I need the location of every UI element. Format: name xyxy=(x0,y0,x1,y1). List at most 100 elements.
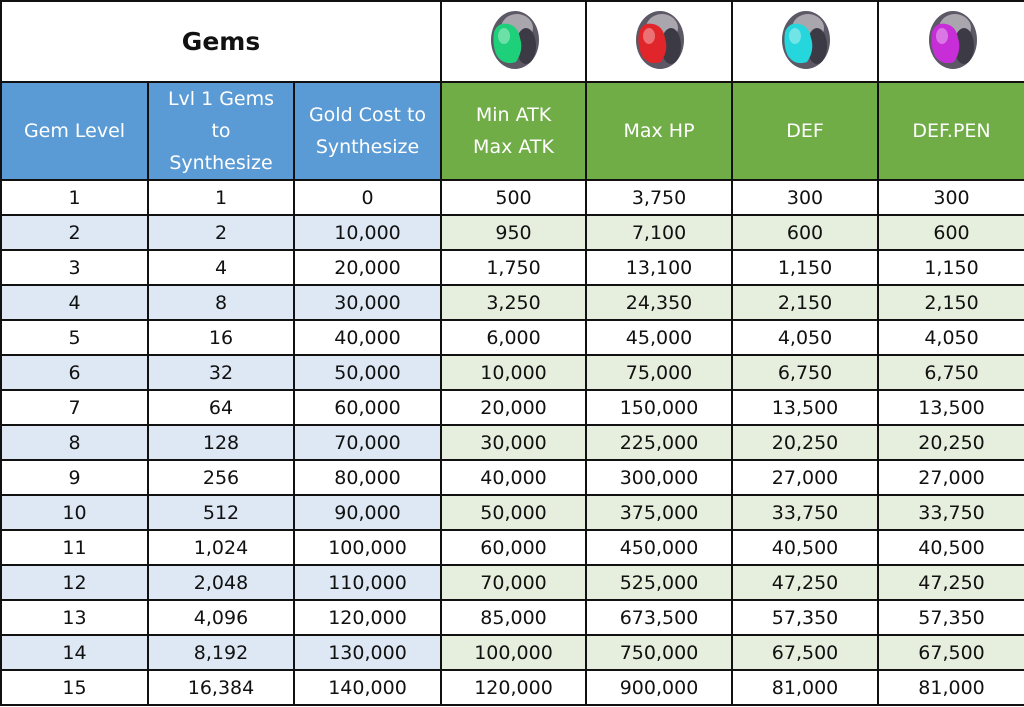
gem-image-cell xyxy=(440,0,588,83)
table-cell: 10,000 xyxy=(440,354,588,391)
column-header: Gem Level xyxy=(0,81,149,181)
column-header-line: DEF xyxy=(786,120,824,142)
table-cell: 150,000 xyxy=(585,389,734,426)
table-row: 10 512 90,000 50,000 375,000 33,750 33,750 xyxy=(0,494,1024,531)
table-row: 7 64 60,000 20,000 150,000 13,500 13,500 xyxy=(0,389,1024,426)
table-cell: 450,000 xyxy=(585,529,734,566)
column-header-line: Gold Cost to xyxy=(308,104,427,126)
table-cell: 13 xyxy=(0,599,149,636)
table-cell: 130,000 xyxy=(292,634,443,671)
table-cell: 47,250 xyxy=(731,564,880,601)
table-cell: 120,000 xyxy=(292,599,443,636)
table-cell: 57,350 xyxy=(877,599,1024,636)
table-cell: 4 xyxy=(147,249,295,286)
table-cell: 90,000 xyxy=(292,494,443,531)
table-row: 11 1,024 100,000 60,000 450,000 40,500 40,500 xyxy=(0,529,1024,566)
table-cell: 2,150 xyxy=(731,284,880,321)
table-cell: 6,750 xyxy=(731,354,880,391)
table-cell: 120,000 xyxy=(440,669,588,706)
table-cell: 4,096 xyxy=(147,599,295,636)
table-cell: 12 xyxy=(0,564,149,601)
table-row: 2 2 10,000 950 7,100 600 600 xyxy=(0,214,1024,251)
table-cell: 85,000 xyxy=(440,599,588,636)
table-cell: 64 xyxy=(147,389,295,426)
table-cell: 75,000 xyxy=(585,354,734,391)
column-header-line: DEF.PEN xyxy=(912,120,991,142)
column-header: Lvl 1 Gems to Synthesize xyxy=(147,81,295,181)
table-cell: 24,350 xyxy=(585,284,734,321)
table-cell: 15 xyxy=(0,669,149,706)
green-gem-icon xyxy=(490,11,539,69)
table-cell: 10,000 xyxy=(292,214,443,251)
column-header-line: Min ATK xyxy=(475,104,552,126)
table-cell: 20,000 xyxy=(292,249,443,286)
column-header: Gold Cost to Synthesize xyxy=(292,81,443,181)
table-cell: 70,000 xyxy=(292,424,443,461)
table-cell: 40,000 xyxy=(440,459,588,496)
table-cell: 7,100 xyxy=(585,214,734,251)
table-cell: 60,000 xyxy=(292,389,443,426)
table-cell: 110,000 xyxy=(292,564,443,601)
table-cell: 6 xyxy=(0,354,149,391)
table-cell: 81,000 xyxy=(877,669,1024,706)
table-cell: 80,000 xyxy=(292,459,443,496)
table-cell: 375,000 xyxy=(585,494,734,531)
table-cell: 3 xyxy=(0,249,149,286)
table-cell: 2 xyxy=(147,214,295,251)
table-row: 6 32 50,000 10,000 75,000 6,750 6,750 xyxy=(0,354,1024,391)
table-cell: 13,100 xyxy=(585,249,734,286)
table-cell: 2,048 xyxy=(147,564,295,601)
table-row: 1 1 0 500 3,750 300 300 xyxy=(0,179,1024,216)
table-cell: 16 xyxy=(147,319,295,356)
table-cell: 6,750 xyxy=(877,354,1024,391)
table-cell: 1 xyxy=(0,179,149,216)
column-header: DEF.PEN xyxy=(877,81,1024,181)
table-cell: 3,250 xyxy=(440,284,588,321)
table-row: 8 128 70,000 30,000 225,000 20,250 20,250 xyxy=(0,424,1024,461)
table-cell: 45,000 xyxy=(585,319,734,356)
table-cell: 20,000 xyxy=(440,389,588,426)
table-cell: 14 xyxy=(0,634,149,671)
table-cell: 100,000 xyxy=(292,529,443,566)
column-header-line: Lvl 1 Gems xyxy=(167,88,275,110)
table-cell: 8,192 xyxy=(147,634,295,671)
table-cell: 27,000 xyxy=(877,459,1024,496)
table-cell: 3,750 xyxy=(585,179,734,216)
table-row: 12 2,048 110,000 70,000 525,000 47,250 47,250 xyxy=(0,564,1024,601)
table-cell: 81,000 xyxy=(731,669,880,706)
table-cell: 2,150 xyxy=(877,284,1024,321)
table-cell: 13,500 xyxy=(731,389,880,426)
table-cell: 1,750 xyxy=(440,249,588,286)
table-cell: 60,000 xyxy=(440,529,588,566)
table-row: 5 16 40,000 6,000 45,000 4,050 4,050 xyxy=(0,319,1024,356)
table-cell: 40,500 xyxy=(877,529,1024,566)
table-cell: 600 xyxy=(877,214,1024,251)
table-cell: 57,350 xyxy=(731,599,880,636)
cyan-gem-icon xyxy=(782,11,831,69)
table-cell: 10 xyxy=(0,494,149,531)
gem-image-cell xyxy=(585,0,734,83)
table-cell: 1,024 xyxy=(147,529,295,566)
column-header: Max HP xyxy=(585,81,734,181)
column-header-line: Max HP xyxy=(623,120,695,142)
table-cell: 30,000 xyxy=(440,424,588,461)
table-cell: 256 xyxy=(147,459,295,496)
table-cell: 300 xyxy=(731,179,880,216)
table-cell: 9 xyxy=(0,459,149,496)
column-header: DEF xyxy=(731,81,880,181)
column-header-line: Max ATK xyxy=(473,136,554,158)
table-cell: 1 xyxy=(147,179,295,216)
table-cell: 8 xyxy=(0,424,149,461)
column-header: Min ATK Max ATK xyxy=(440,81,588,181)
table-row: 15 16,384 140,000 120,000 900,000 81,000 81,00… xyxy=(0,669,1024,706)
column-header-line: to xyxy=(211,120,231,142)
table-cell: 16,384 xyxy=(147,669,295,706)
table-cell: 500 xyxy=(440,179,588,216)
table-row: 13 4,096 120,000 85,000 673,500 57,350 57,350 xyxy=(0,599,1024,636)
column-header-line: Synthesize xyxy=(315,136,420,158)
table-cell: 70,000 xyxy=(440,564,588,601)
table-cell: 4,050 xyxy=(731,319,880,356)
column-header-line: Gem Level xyxy=(23,120,126,142)
table-cell: 33,750 xyxy=(877,494,1024,531)
